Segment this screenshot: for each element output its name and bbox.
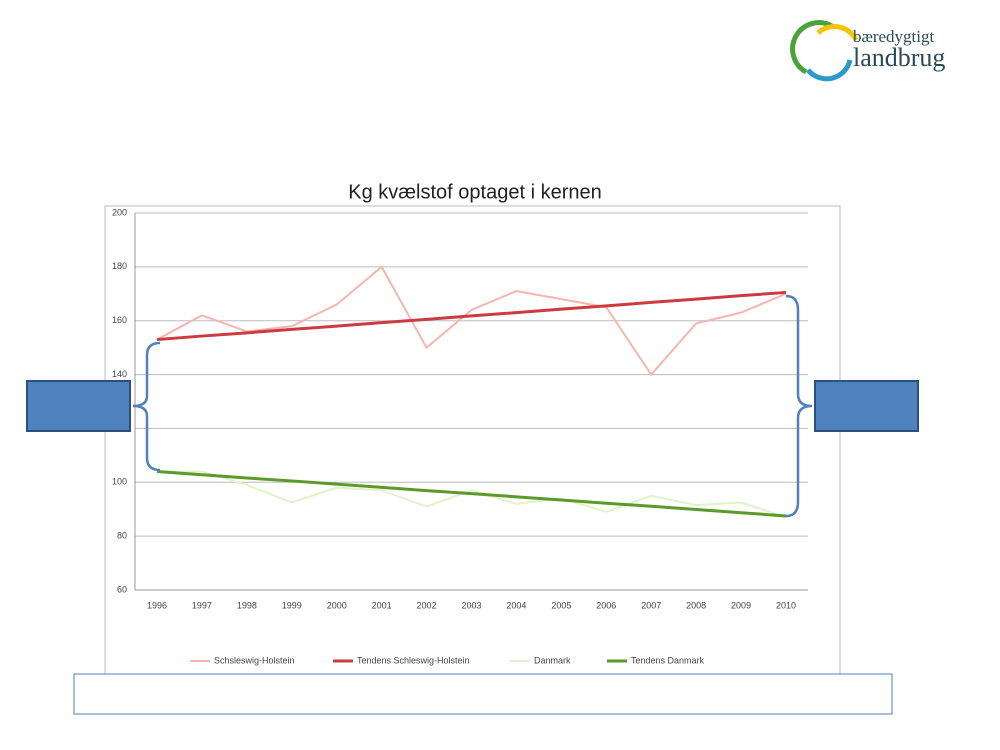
logo: bæredygtigt landbrug [790,20,945,82]
x-tick-label: 2007 [641,600,661,610]
logo-text: landbrug [853,43,945,72]
y-tick-label: 200 [112,207,127,217]
series-line [157,470,787,519]
x-tick-label: 1997 [192,600,212,610]
x-tick-label: 2002 [417,600,437,610]
chart-title: Kg kvælstof optaget i kernen [348,181,601,203]
series-line [156,470,787,518]
brace [785,294,813,518]
legend-label: Schsleswig-Holstein [214,655,295,665]
callout-box [26,380,131,432]
logo-arc [816,24,859,42]
plot: 6080100120140160180200199619971998199920… [112,207,808,665]
y-tick-label: 80 [117,531,127,541]
legend-label: Tendens Danmark [631,655,705,665]
y-tick-label: 140 [112,369,127,379]
series-line [156,265,787,377]
legend-label: Tendens Schleswig-Holstein [357,655,470,665]
legend-label: Danmark [534,655,571,665]
logo-text: bæredygtigt [853,27,934,46]
x-tick-label: 2005 [551,600,571,610]
brace [132,341,161,472]
x-tick-label: 2001 [372,600,392,610]
x-tick-label: 1998 [237,600,257,610]
x-tick-label: 2006 [596,600,616,610]
y-tick-label: 60 [117,584,127,594]
logo-arc [806,59,853,82]
y-tick-label: 180 [112,261,127,271]
x-tick-label: 2008 [686,600,706,610]
x-tick-label: 1996 [147,600,167,610]
y-tick-label: 160 [112,315,127,325]
x-tick-label: 2010 [776,600,796,610]
callout-box [814,380,919,432]
logo-arc [790,20,834,75]
y-tick-label: 100 [112,477,127,487]
x-tick-label: 2000 [327,600,347,610]
x-tick-label: 2009 [731,600,751,610]
x-tick-label: 1999 [282,600,302,610]
text-box [73,673,893,715]
x-tick-label: 2004 [506,600,526,610]
series-line [156,290,787,342]
x-tick-label: 2003 [461,600,481,610]
